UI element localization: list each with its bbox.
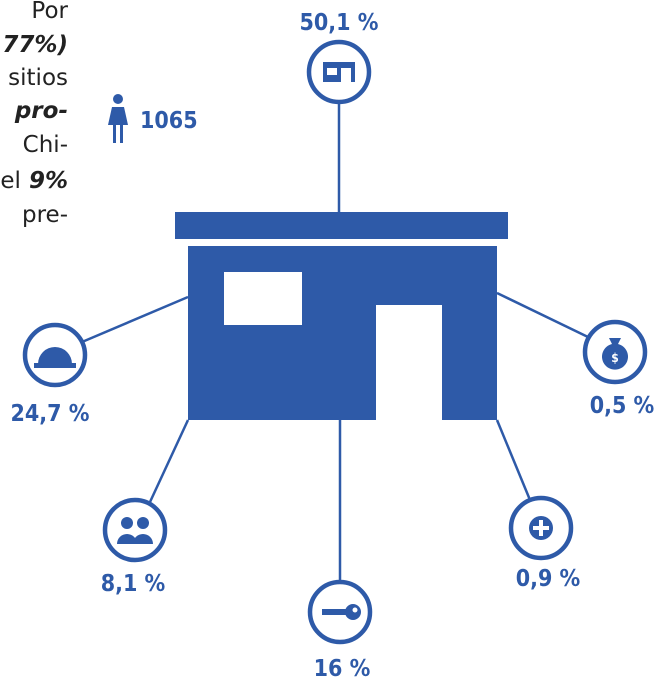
intro-word: el bbox=[0, 168, 21, 194]
node-money: $ bbox=[582, 319, 648, 385]
intro-line: pro- bbox=[14, 98, 68, 124]
intro-line: sitios bbox=[8, 65, 68, 91]
person-icon bbox=[108, 94, 128, 143]
intro-line: Chi- bbox=[23, 132, 68, 158]
node-label: 16 % bbox=[314, 656, 371, 682]
svg-text:$: $ bbox=[611, 351, 619, 365]
node-label: 50,1 % bbox=[300, 10, 379, 36]
intro-line: Por bbox=[31, 0, 68, 24]
intro-line: pre- bbox=[22, 202, 68, 228]
node-label: 0,5 % bbox=[590, 393, 655, 419]
intro-word: 9% bbox=[29, 168, 68, 194]
intro-text: Por 77%) sitios pro- Chi- el 9% pre- bbox=[0, 0, 68, 228]
house bbox=[175, 212, 508, 421]
node-top bbox=[306, 39, 372, 105]
node-label: 0,9 % bbox=[516, 566, 581, 592]
person-count: 1065 bbox=[140, 108, 198, 134]
node-hardhat bbox=[22, 322, 88, 388]
node-label: 8,1 % bbox=[101, 571, 166, 597]
node-key bbox=[307, 579, 373, 645]
intro-line: el 9% bbox=[0, 168, 68, 194]
node-plus bbox=[508, 495, 574, 561]
intro-line: 77%) bbox=[2, 32, 68, 58]
connectors bbox=[81, 102, 589, 582]
node-label: 24,7 % bbox=[11, 401, 90, 427]
node-people bbox=[102, 497, 168, 563]
